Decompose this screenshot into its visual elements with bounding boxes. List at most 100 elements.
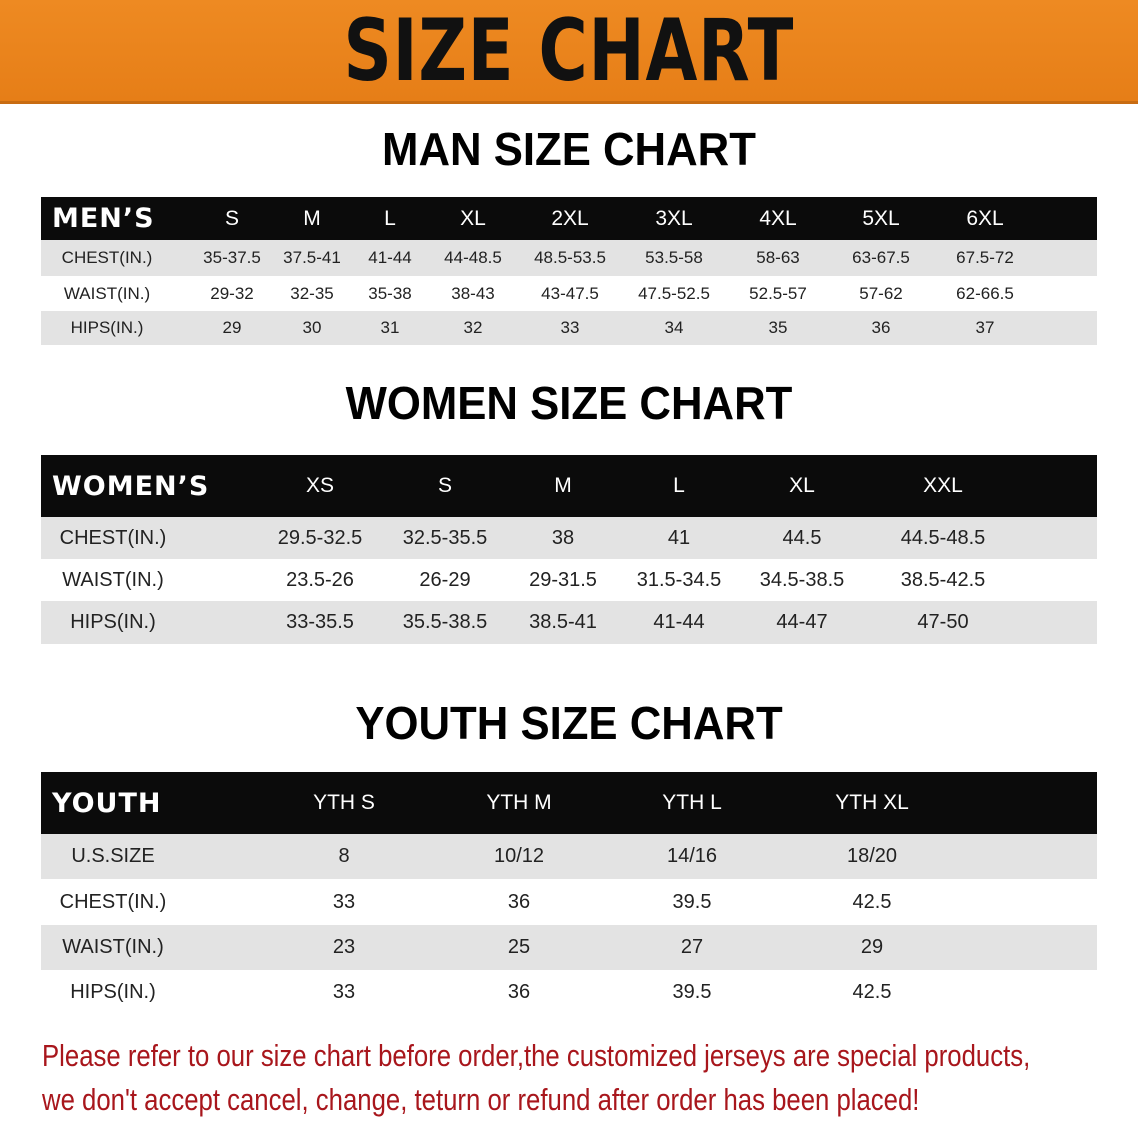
table-cell: 38 <box>551 526 575 549</box>
table-cell: 35 <box>768 318 788 337</box>
notice-line-1: Please refer to our size chart before or… <box>42 1038 1031 1073</box>
table-row: CHEST(IN.) 35-37.5 37.5-41 41-44 44-48.5 48.5… <box>41 240 1097 276</box>
table-cell: 42.5 <box>852 981 892 1003</box>
women-size-table: WOMEN’S XS S M L XL XXL CHEST(IN.) 29.5-32.5 32.5… <box>41 455 1097 644</box>
table-cell: 57-62 <box>859 283 903 303</box>
table-cell: 42.5 <box>852 890 892 913</box>
table-cell: 37.5-41 <box>283 248 341 267</box>
men-title: MAN SIZE CHART <box>382 123 756 175</box>
table-cell: 31 <box>380 318 400 337</box>
table-cell: 35.5-38.5 <box>402 611 488 633</box>
table-cell: 58-63 <box>756 248 800 267</box>
size-header: S <box>437 474 453 497</box>
table-cell: 36 <box>871 318 891 337</box>
table-cell: 33 <box>332 890 356 913</box>
table-cell: 18/20 <box>846 845 898 867</box>
size-header: YTH M <box>486 791 552 814</box>
table-cell: 30 <box>302 318 322 337</box>
size-header: YTH L <box>662 791 722 814</box>
table-cell: 33 <box>332 981 356 1003</box>
table-cell: 27 <box>680 936 704 958</box>
youth-header-row: YOUTH YTH S YTH M YTH L YTH XL <box>41 772 1097 834</box>
table-cell: 44-48.5 <box>444 248 502 267</box>
size-header: S <box>224 206 240 230</box>
row-label: HIPS(IN.) <box>70 981 156 1003</box>
youth-size-table: YOUTH YTH S YTH M YTH L YTH XL U.S.SIZE 8 10/12… <box>41 772 1097 1015</box>
table-cell: 29-32 <box>210 283 254 303</box>
table-row: WAIST(IN.) 29-32 32-35 35-38 38-43 43-47.5 47.… <box>41 276 1097 311</box>
table-cell: 33-35.5 <box>286 611 354 633</box>
table-cell: 44-47 <box>776 611 828 633</box>
table-cell: 34 <box>664 318 684 337</box>
size-header: M <box>303 206 321 230</box>
table-cell: 8 <box>338 845 350 867</box>
row-label: WAIST(IN.) <box>63 283 151 303</box>
row-label: WAIST(IN.) <box>62 568 164 591</box>
size-chart-banner: SIZE CHART <box>0 0 1138 104</box>
table-cell: 67.5-72 <box>956 248 1014 267</box>
header-label: WOMEN’S <box>52 470 210 502</box>
table-cell: 41-44 <box>368 248 412 267</box>
banner-title: SIZE CHART <box>343 0 795 101</box>
table-cell: 32-35 <box>290 283 334 303</box>
table-cell: 41-44 <box>653 611 705 633</box>
table-cell: 29 <box>860 936 884 958</box>
header-label: YOUTH <box>52 787 162 819</box>
table-cell: 44.5 <box>782 526 822 549</box>
size-header: 5XL <box>862 206 900 230</box>
men-header-row: MEN’S S M L XL 2XL 3XL 4XL 5XL 6XL <box>41 197 1097 240</box>
table-row: HIPS(IN.) 29 30 31 32 33 34 35 36 37 <box>41 311 1097 345</box>
table-cell: 26-29 <box>419 568 471 591</box>
size-header: 4XL <box>759 206 797 230</box>
table-cell: 38-43 <box>451 283 495 303</box>
table-cell: 23.5-26 <box>286 568 354 591</box>
table-row: HIPS(IN.) 33 36 39.5 42.5 <box>41 970 1097 1015</box>
table-cell: 29 <box>222 318 242 337</box>
table-cell: 38.5-42.5 <box>900 568 986 591</box>
table-cell: 25 <box>507 936 531 958</box>
size-header: M <box>554 474 572 497</box>
row-label: HIPS(IN.) <box>70 318 144 337</box>
table-cell: 41 <box>667 526 691 549</box>
table-row: WAIST(IN.) 23 25 27 29 <box>41 925 1097 970</box>
table-cell: 29-31.5 <box>529 568 597 591</box>
size-header: XL <box>460 206 486 230</box>
notice-line-2: we don't accept cancel, change, teturn o… <box>42 1082 920 1117</box>
size-header: XL <box>789 474 815 497</box>
table-cell: 34.5-38.5 <box>759 568 845 591</box>
table-cell: 23 <box>332 936 356 958</box>
size-header: XXL <box>923 474 963 497</box>
table-cell: 38.5-41 <box>529 611 597 633</box>
table-cell: 53.5-58 <box>645 248 703 267</box>
size-header: 2XL <box>551 206 589 230</box>
women-header-row: WOMEN’S XS S M L XL XXL <box>41 455 1097 517</box>
table-cell: 52.5-57 <box>749 283 807 303</box>
table-cell: 47-50 <box>917 611 969 633</box>
header-label: MEN’S <box>52 203 155 234</box>
size-header: YTH S <box>313 791 375 814</box>
table-cell: 63-67.5 <box>852 248 910 267</box>
row-label: U.S.SIZE <box>71 845 155 867</box>
table-cell: 39.5 <box>672 890 712 913</box>
men-size-table: MEN’S S M L XL 2XL 3XL 4XL 5XL 6XL CHEST(IN.) 35-37… <box>41 197 1097 345</box>
table-cell: 35-38 <box>368 283 412 303</box>
row-label: HIPS(IN.) <box>70 611 156 633</box>
women-title: WOMEN SIZE CHART <box>345 377 793 429</box>
size-header: 6XL <box>966 206 1004 230</box>
size-header: L <box>673 474 685 497</box>
table-row: HIPS(IN.) 33-35.5 35.5-38.5 38.5-41 41-44 44-… <box>41 601 1097 644</box>
table-cell: 36 <box>507 890 531 913</box>
table-cell: 33 <box>560 318 580 337</box>
table-cell: 47.5-52.5 <box>638 283 710 303</box>
youth-title: YOUTH SIZE CHART <box>355 697 783 749</box>
size-header: L <box>384 206 396 230</box>
table-cell: 39.5 <box>672 981 712 1003</box>
table-cell: 32.5-35.5 <box>402 526 488 549</box>
table-cell: 44.5-48.5 <box>900 526 986 549</box>
table-cell: 32 <box>463 318 483 337</box>
table-row: CHEST(IN.) 33 36 39.5 42.5 <box>41 879 1097 925</box>
table-cell: 14/16 <box>666 845 718 867</box>
row-label: CHEST(IN.) <box>61 248 153 267</box>
table-cell: 36 <box>507 981 531 1003</box>
table-row: CHEST(IN.) 29.5-32.5 32.5-35.5 38 41 44.5 44.5… <box>41 517 1097 559</box>
